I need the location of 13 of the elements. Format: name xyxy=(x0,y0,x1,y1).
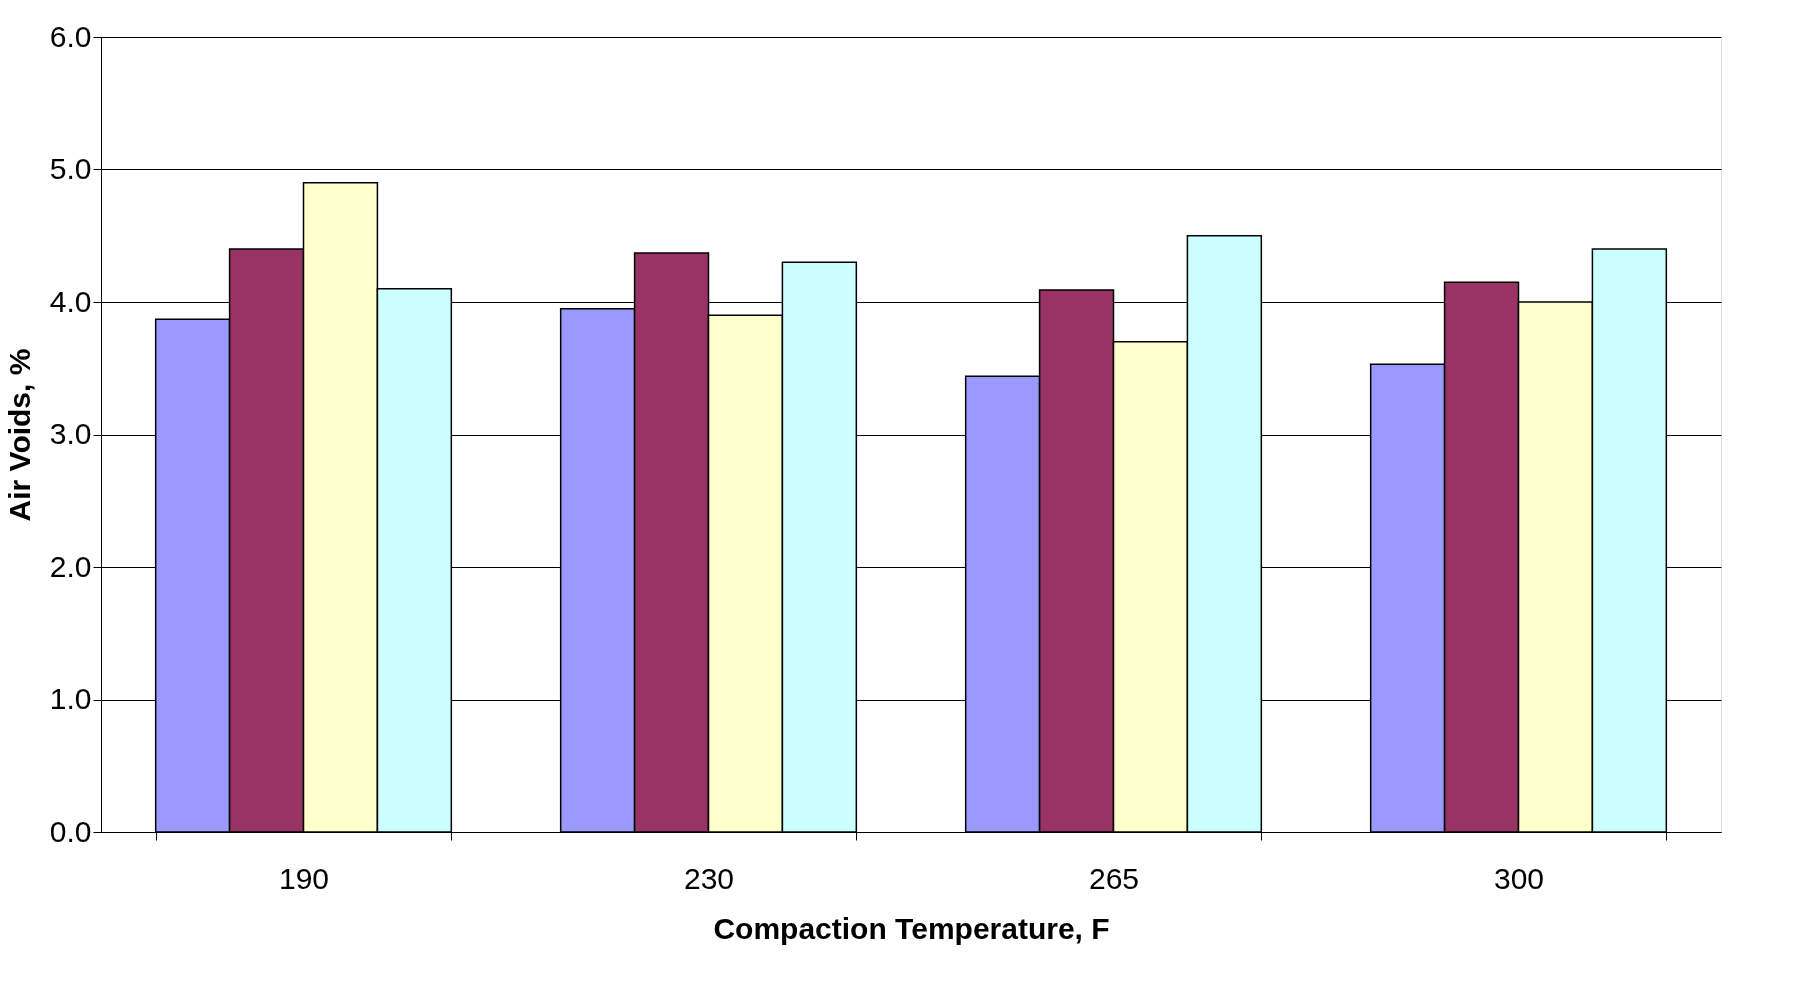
y-tick-label: 5.0 xyxy=(49,152,92,185)
y-tick-label: 3.0 xyxy=(49,417,92,450)
y-tick-label: 2.0 xyxy=(49,549,92,583)
x-axis-title: Compaction Temperature, F xyxy=(713,911,1110,945)
x-tick-label: 300 xyxy=(1493,861,1545,895)
y-tick-label: 0.0 xyxy=(49,814,92,848)
y-tick-label: 4.0 xyxy=(49,284,92,318)
y-axis-title: Air Voids, % xyxy=(2,348,36,522)
y-tick-label: 1.0 xyxy=(49,682,92,715)
x-tick-label: 190 xyxy=(278,861,330,895)
x-tick-label: 265 xyxy=(1088,861,1140,895)
x-tick-label: 230 xyxy=(683,861,735,895)
y-tick-label: 6.0 xyxy=(49,19,92,53)
